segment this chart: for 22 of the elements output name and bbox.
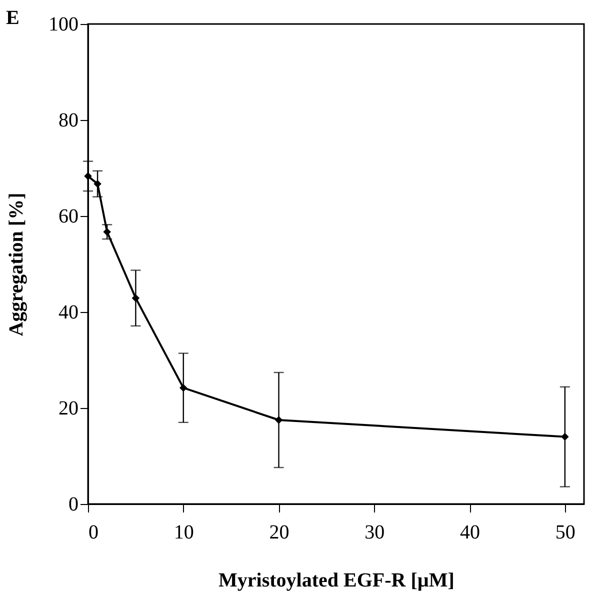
y-tick-label: 60	[58, 206, 78, 228]
y-tick-label: 40	[58, 302, 78, 324]
x-tick-label: 40	[460, 522, 480, 544]
x-tick-label: 0	[88, 522, 98, 544]
y-axis-title: Aggregation [%]	[6, 192, 28, 336]
x-tick-label: 30	[364, 522, 385, 544]
point	[84, 172, 92, 180]
point	[103, 228, 111, 236]
point	[180, 384, 188, 392]
y-tick-label: 100	[48, 14, 78, 36]
y-tick-label: 20	[58, 398, 78, 420]
chart-title: E	[6, 7, 20, 29]
point	[94, 180, 102, 188]
x-axis-title: Myristoylated EGF-R [µM]	[218, 570, 454, 592]
point	[561, 432, 569, 441]
y-tick-label: 80	[58, 110, 78, 132]
point	[132, 294, 140, 302]
y-tick-label: 0	[68, 494, 78, 516]
point	[274, 416, 283, 424]
x-tick-label: 20	[269, 522, 290, 544]
x-tick-label: 10	[174, 522, 194, 544]
x-tick-label: 50	[555, 522, 576, 544]
